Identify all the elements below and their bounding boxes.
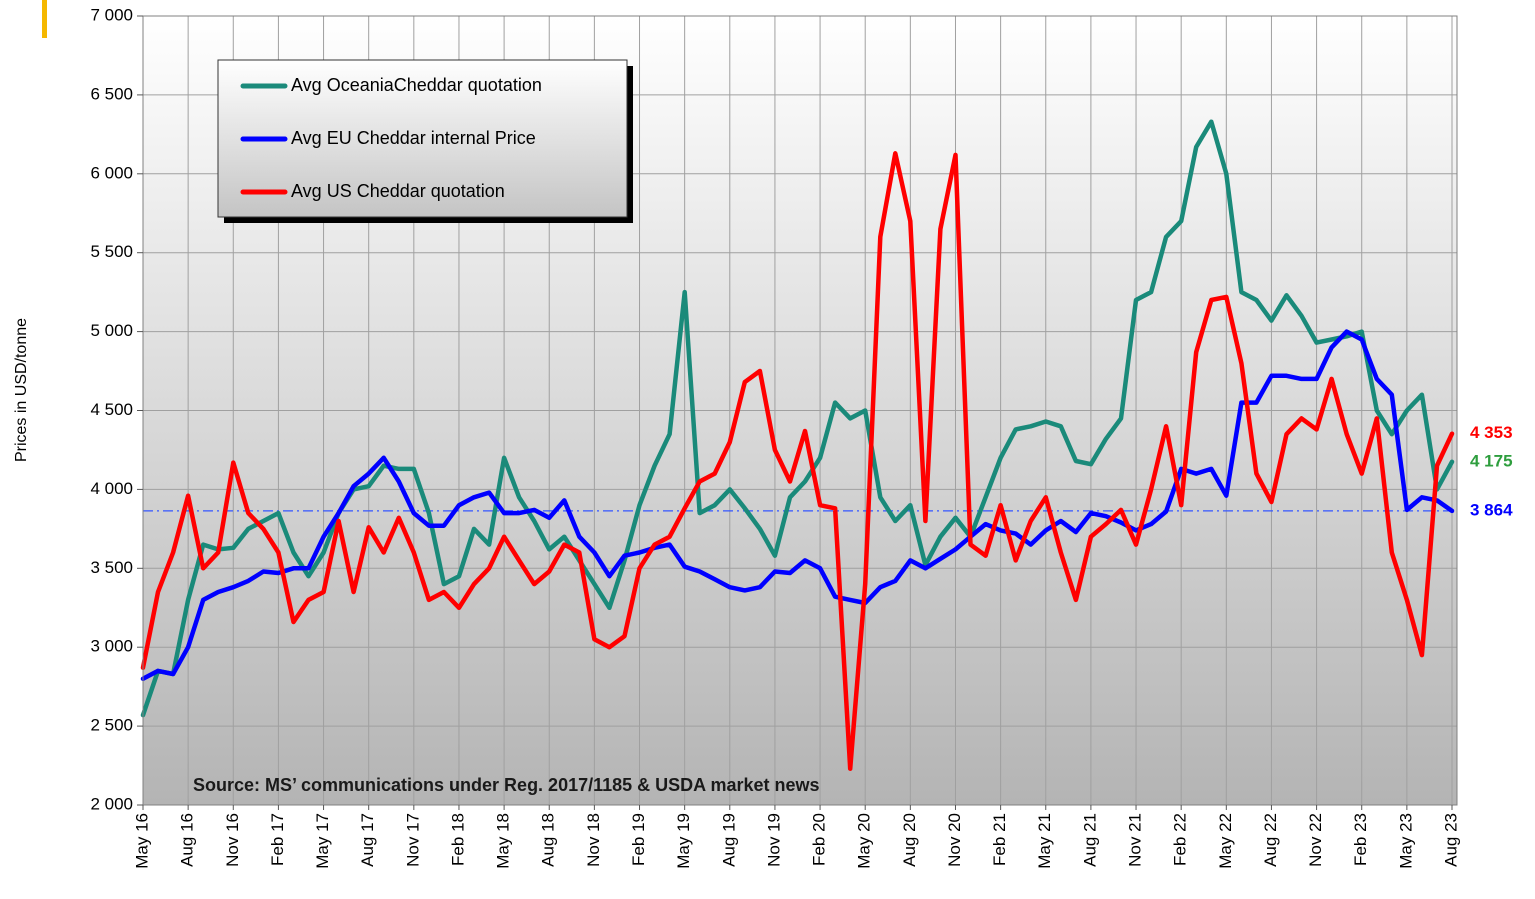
lines: [140, 119, 1457, 771]
x-tick-label: Aug 17: [358, 813, 377, 867]
y-tick-label: 2 000: [90, 794, 133, 813]
y-tick-label: 7 000: [90, 5, 133, 24]
y-tick-label: 6 500: [90, 84, 133, 103]
legend-entries: Avg OceaniaCheddar quotation Avg EU Chedd…: [240, 75, 542, 201]
legend-label: Avg EU Cheddar internal Price: [291, 128, 536, 148]
legend-label: Avg US Cheddar quotation: [291, 181, 505, 201]
x-tick-label: May 19: [674, 813, 693, 869]
x-tick-label: Nov 18: [584, 813, 603, 867]
y-tick-label: 4 000: [90, 479, 133, 498]
x-tick-label: Aug 20: [900, 813, 919, 867]
x-tick-label: Aug 23: [1441, 813, 1460, 867]
y-tick-label: 3 500: [90, 558, 133, 577]
x-tick-label: Aug 18: [539, 813, 558, 867]
x-tick-label: Feb 23: [1351, 813, 1370, 866]
x-tick-label: Feb 21: [990, 813, 1009, 866]
y-tick-label: 3 000: [90, 637, 133, 656]
x-tick-label: May 16: [132, 813, 151, 869]
x-tick-label: May 20: [855, 813, 874, 869]
x-tick-label: May 22: [1216, 813, 1235, 869]
end-label: 4 353: [1470, 423, 1513, 442]
x-tick-label: Nov 19: [764, 813, 783, 867]
accent-bar: [42, 0, 47, 38]
x-tick-label: May 23: [1396, 813, 1415, 869]
x-tick-label: Nov 21: [1126, 813, 1145, 867]
y-tick-label: 5 500: [90, 242, 133, 261]
x-tick-label: May 18: [494, 813, 513, 869]
y-tick-label: 2 500: [90, 716, 133, 735]
y-tick-label: 4 500: [90, 400, 133, 419]
x-tick-label: Aug 19: [719, 813, 738, 867]
series-line: [140, 151, 1455, 771]
end-label: 4 175: [1470, 451, 1513, 470]
x-tick-label: Nov 22: [1306, 813, 1325, 867]
x-tick-label: Nov 17: [403, 813, 422, 867]
x-tick-label: Feb 20: [810, 813, 829, 866]
x-tick-label: May 17: [313, 813, 332, 869]
x-tick-label: Feb 18: [448, 813, 467, 866]
x-tick-label: Feb 19: [629, 813, 648, 866]
y-tick-label: 5 000: [90, 321, 133, 340]
legend-label: Avg OceaniaCheddar quotation: [291, 75, 542, 95]
x-tick-label: May 21: [1035, 813, 1054, 869]
x-tick-label: Aug 22: [1261, 813, 1280, 867]
end-label: 3 864: [1470, 500, 1513, 519]
series-line: [140, 119, 1455, 718]
x-tick-label: Aug 16: [178, 813, 197, 867]
source-annotation: Source: MS’ communications under Reg. 20…: [193, 775, 820, 795]
x-tick-label: Nov 20: [945, 813, 964, 867]
x-tick-label: Nov 16: [223, 813, 242, 867]
series-line: [140, 329, 1455, 682]
y-axis-label: Prices in USD/tonne: [13, 318, 30, 462]
x-tick-label: Aug 21: [1080, 813, 1099, 867]
x-tick-label: Feb 22: [1171, 813, 1190, 866]
x-tick-label: Feb 17: [268, 813, 287, 866]
y-tick-label: 6 000: [90, 163, 133, 182]
